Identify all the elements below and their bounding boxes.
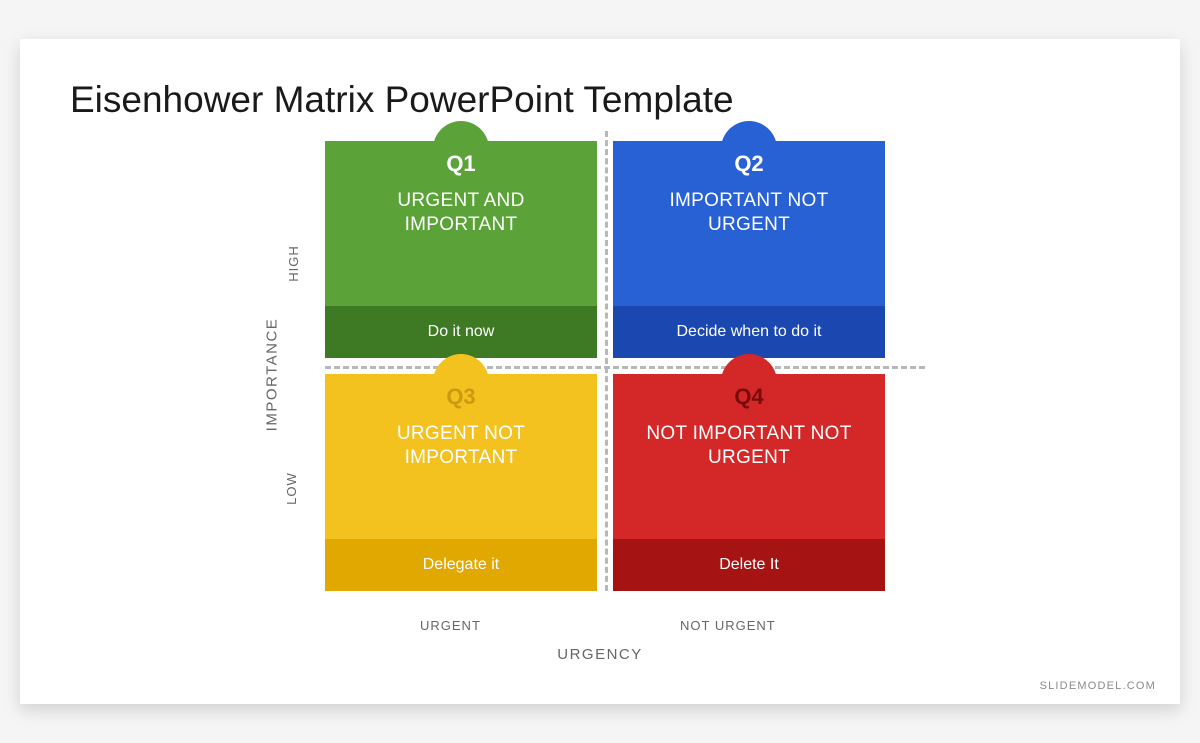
slide-title: Eisenhower Matrix PowerPoint Template [70, 79, 1130, 121]
x-axis-noturgent: NOT URGENT [680, 618, 776, 633]
quadrant-action: Do it now [325, 306, 597, 358]
quadrant-code: Q2 [734, 151, 763, 177]
matrix-grid: Q1 URGENT AND IMPORTANT Do it now Q2 IMP… [325, 141, 885, 591]
y-axis-low: LOW [284, 472, 299, 505]
eisenhower-matrix: IMPORTANCE HIGH LOW URGENCY URGENT NOT U… [270, 141, 930, 661]
y-axis-label: IMPORTANCE [263, 318, 280, 432]
vertical-divider [605, 131, 608, 591]
quadrant-code: Q1 [446, 151, 475, 177]
horizontal-divider [325, 366, 925, 369]
quadrant-code: Q3 [446, 384, 475, 410]
x-axis-urgent: URGENT [420, 618, 481, 633]
quadrant-title: IMPORTANT NOT URGENT [613, 189, 885, 237]
slide-footer: SLIDEMODEL.COM [1040, 680, 1156, 692]
quadrant-q2: Q2 IMPORTANT NOT URGENT Decide when to d… [613, 141, 885, 358]
quadrant-upper: Q2 IMPORTANT NOT URGENT [613, 141, 885, 306]
quadrant-q1: Q1 URGENT AND IMPORTANT Do it now [325, 141, 597, 358]
quadrant-action: Delete It [613, 539, 885, 591]
slide: Eisenhower Matrix PowerPoint Template IM… [20, 39, 1180, 704]
quadrant-upper: Q3 URGENT NOT IMPORTANT [325, 374, 597, 539]
y-axis-high: HIGH [286, 245, 301, 282]
quadrant-action: Delegate it [325, 539, 597, 591]
quadrant-title: URGENT AND IMPORTANT [325, 189, 597, 237]
quadrant-code: Q4 [734, 384, 763, 410]
quadrant-title: URGENT NOT IMPORTANT [325, 422, 597, 470]
quadrant-upper: Q4 NOT IMPORTANT NOT URGENT [613, 374, 885, 539]
quadrant-q3: Q3 URGENT NOT IMPORTANT Delegate it [325, 374, 597, 591]
quadrant-upper: Q1 URGENT AND IMPORTANT [325, 141, 597, 306]
quadrant-title: NOT IMPORTANT NOT URGENT [613, 422, 885, 470]
quadrant-q4: Q4 NOT IMPORTANT NOT URGENT Delete It [613, 374, 885, 591]
quadrant-action: Decide when to do it [613, 306, 885, 358]
x-axis-label: URGENCY [557, 646, 643, 663]
